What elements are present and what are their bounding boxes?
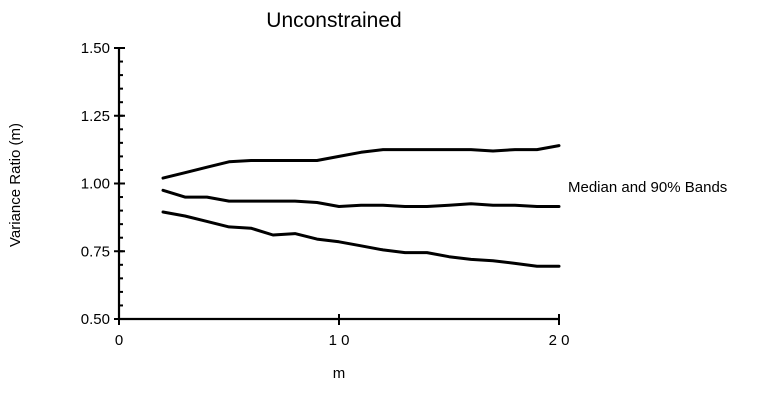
x-tick-label: 2 0 <box>549 332 570 349</box>
axes: 0.50 0.75 1.00 1.25 1.50 0 1 0 2 0 <box>81 40 570 349</box>
y-tick-label: 0.50 <box>81 311 110 328</box>
y-tick-label: 1.50 <box>81 40 110 57</box>
chart-title: Unconstrained <box>266 9 401 32</box>
bands-annotation: Median and 90% Bands <box>568 179 727 196</box>
median-line <box>161 188 561 208</box>
x-tick-label: 0 <box>115 332 123 349</box>
lower-band-line <box>161 210 561 268</box>
x-axis-label: m <box>333 365 346 382</box>
y-tick-label: 1.25 <box>81 108 110 125</box>
series-lines <box>161 144 561 268</box>
y-tick-label: 0.75 <box>81 243 110 260</box>
x-tick-label: 1 0 <box>329 332 350 349</box>
y-tick-label: 1.00 <box>81 176 110 193</box>
y-axis-label: Variance Ratio (m) <box>7 123 24 247</box>
upper-band-line <box>161 144 561 180</box>
